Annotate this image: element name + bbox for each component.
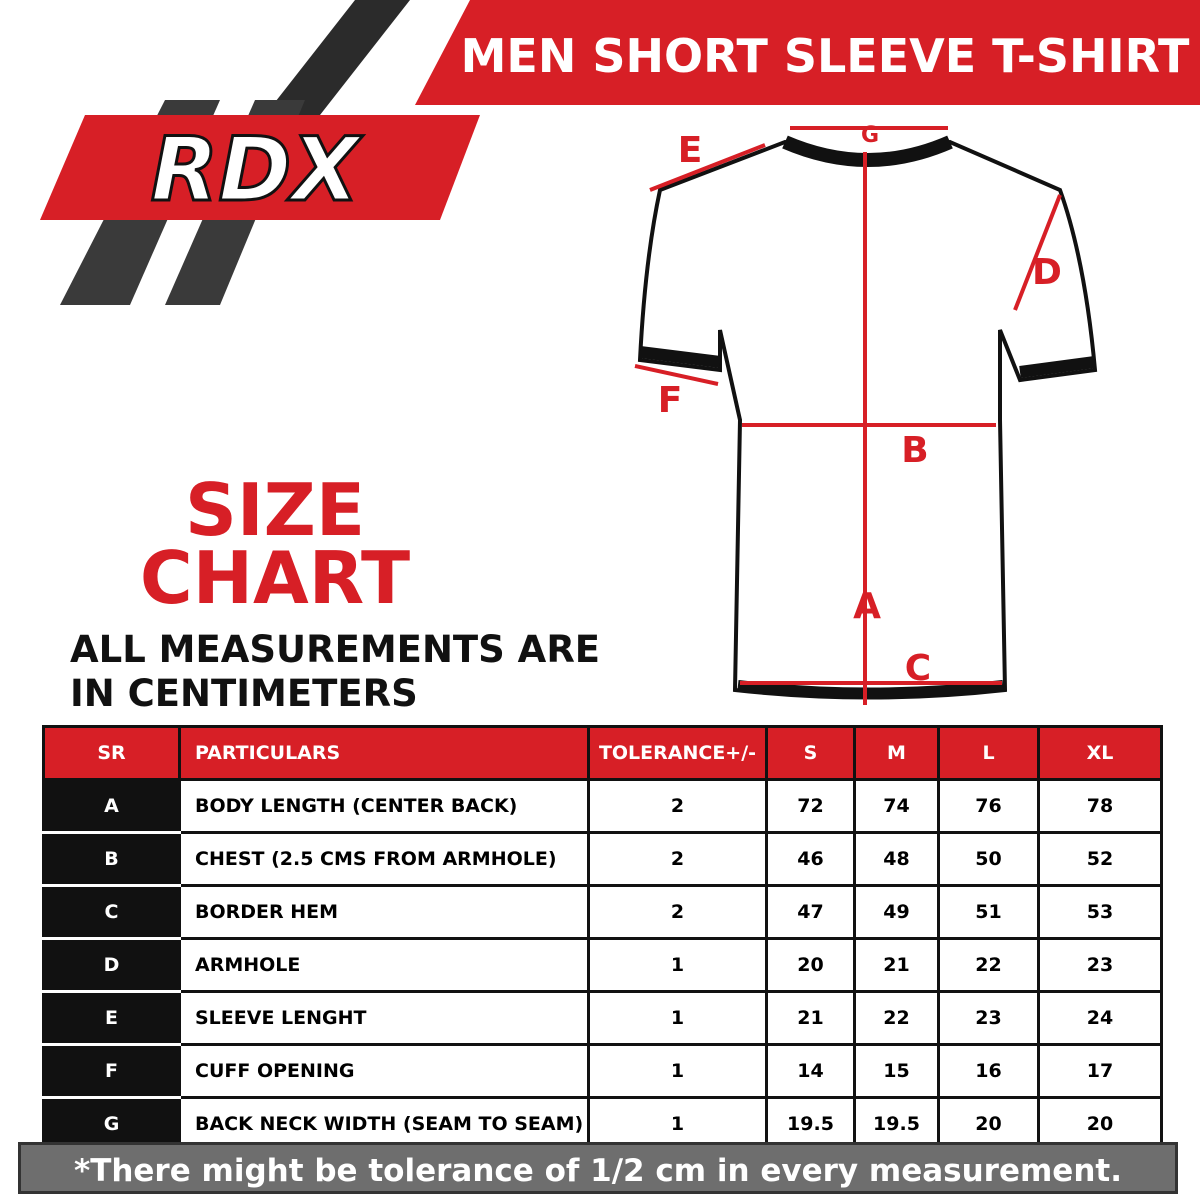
diagram-label: E — [678, 130, 703, 171]
table-cell: 21 — [765, 990, 856, 1046]
table-row: B CHEST (2.5 CMS FROM ARMHOLE) 2 46 48 50 52 — [42, 831, 1163, 887]
table-cell: C — [42, 884, 181, 940]
table-cell: 78 — [1037, 778, 1163, 834]
table-cell: 46 — [765, 831, 856, 887]
note: IN CENTIMETERS — [70, 672, 418, 715]
cuff — [639, 346, 721, 368]
column-header: XL — [1037, 725, 1163, 781]
heading: SIZE — [185, 468, 365, 552]
table-cell: ARMHOLE — [178, 937, 590, 993]
top-area: MEN SHORT SLEEVE T-SHIRT RDX SIZE CHART … — [40, 0, 1200, 715]
logo: RDX — [151, 118, 364, 221]
diagram-label: D — [1032, 252, 1062, 293]
column-header: PARTICULARS — [178, 725, 590, 781]
logo-bg — [40, 115, 480, 220]
table-row: E SLEEVE LENGHT 1 21 22 23 24 — [42, 990, 1163, 1046]
table-cell: D — [42, 937, 181, 993]
diagram-label: C — [905, 648, 931, 689]
table-cell: 17 — [1037, 1043, 1163, 1099]
table-cell: 53 — [1037, 884, 1163, 940]
note: ALL MEASUREMENTS ARE — [70, 628, 600, 671]
table-cell: 49 — [853, 884, 940, 940]
table-cell: 2 — [587, 831, 768, 887]
table-cell: BORDER HEM — [178, 884, 590, 940]
table-cell: E — [42, 990, 181, 1046]
table-cell: 21 — [853, 937, 940, 993]
column-header: L — [937, 725, 1040, 781]
column-header: TOLERANCE+/- — [587, 725, 768, 781]
table-cell: 1 — [587, 937, 768, 993]
cuff — [1019, 356, 1096, 378]
table-row: A BODY LENGTH (CENTER BACK) 2 72 74 76 78 — [42, 778, 1163, 834]
table-cell: CHEST (2.5 CMS FROM ARMHOLE) — [178, 831, 590, 887]
table-cell: 15 — [853, 1043, 940, 1099]
table-cell: 2 — [587, 778, 768, 834]
diagram-label: F — [658, 380, 683, 421]
diagram-label: G — [861, 123, 879, 148]
table-cell: 52 — [1037, 831, 1163, 887]
table-cell: 23 — [1037, 937, 1163, 993]
table-cell: 1 — [587, 1043, 768, 1099]
table-cell: 24 — [1037, 990, 1163, 1046]
table-cell: 76 — [937, 778, 1040, 834]
stripe — [265, 0, 410, 115]
table-cell: SLEEVE LENGHT — [178, 990, 590, 1046]
hem — [737, 680, 1004, 698]
table-cell: 47 — [765, 884, 856, 940]
table-cell: 16 — [937, 1043, 1040, 1099]
table-row: F CUFF OPENING 1 14 15 16 17 — [42, 1043, 1163, 1099]
diagram-label: A — [853, 586, 881, 627]
table-cell: 20 — [765, 937, 856, 993]
column-header: M — [853, 725, 940, 781]
table-cell: 2 — [587, 884, 768, 940]
table-cell: 1 — [587, 990, 768, 1046]
table-cell: 50 — [937, 831, 1040, 887]
table-cell: 72 — [765, 778, 856, 834]
table-cell: F — [42, 1043, 181, 1099]
title: MEN SHORT SLEEVE T-SHIRT — [461, 29, 1190, 83]
heading: CHART — [140, 536, 410, 620]
column-header: S — [765, 725, 856, 781]
collar — [782, 135, 953, 167]
table-cell: 51 — [937, 884, 1040, 940]
table-cell: 74 — [853, 778, 940, 834]
table-cell: 22 — [937, 937, 1040, 993]
table-row: C BORDER HEM 2 47 49 51 53 — [42, 884, 1163, 940]
diagram-label: B — [901, 430, 928, 471]
table-row: D ARMHOLE 1 20 21 22 23 — [42, 937, 1163, 993]
title-banner — [415, 0, 1200, 105]
table-cell: CUFF OPENING — [178, 1043, 590, 1099]
table-cell: 22 — [853, 990, 940, 1046]
footer-note: *There might be tolerance of 1/2 cm in e… — [18, 1142, 1178, 1194]
column-header: SR — [42, 725, 181, 781]
table-cell: 14 — [765, 1043, 856, 1099]
size-table: SR PARTICULARS TOLERANCE+/- S M L XL A BODY LENG… — [42, 725, 1163, 1152]
table-cell: A — [42, 778, 181, 834]
table-cell: 48 — [853, 831, 940, 887]
table-cell: 23 — [937, 990, 1040, 1046]
table-cell: BODY LENGTH (CENTER BACK) — [178, 778, 590, 834]
measure-lines — [634, 126, 1062, 705]
table-cell: B — [42, 831, 181, 887]
